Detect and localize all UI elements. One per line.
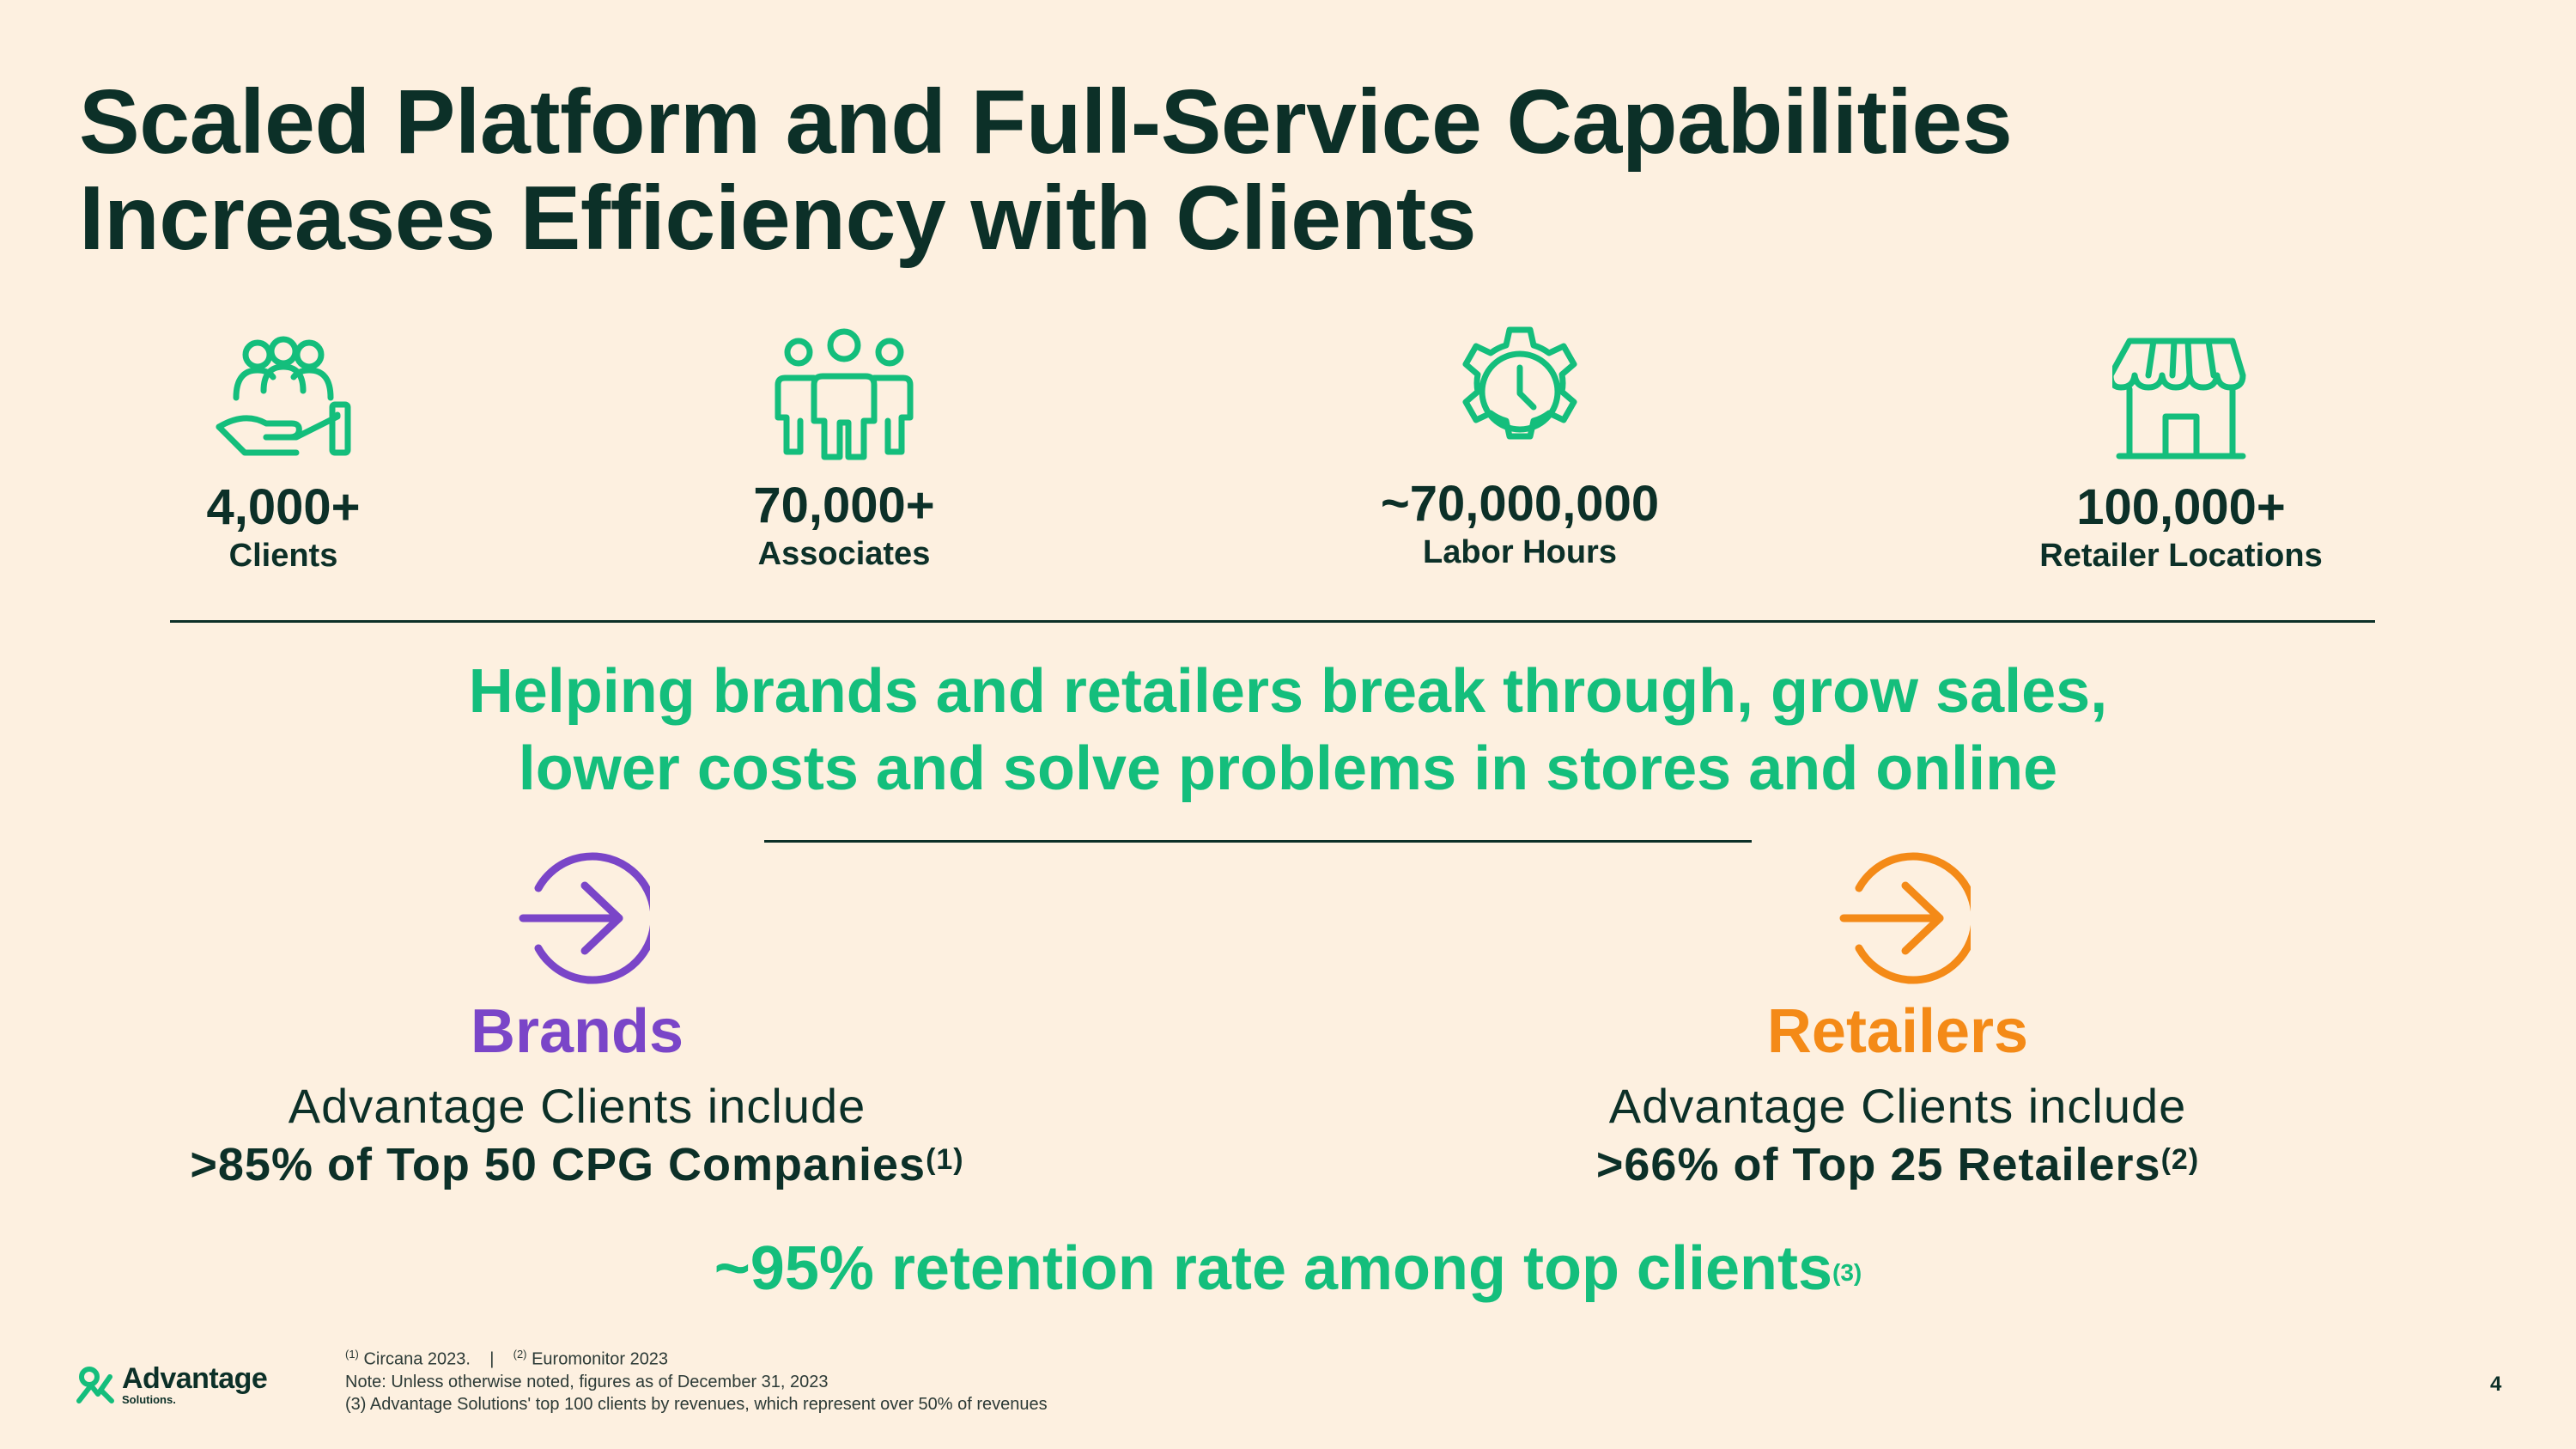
gear-clock-icon [1462, 326, 1577, 440]
retention-statement: ~95% retention rate among top clients(3) [714, 1234, 1862, 1303]
stat-retailer-locations: 100,000+ Retailer Locations [1923, 331, 2439, 575]
slide-title: Scaled Platform and Full-Service Capabil… [79, 74, 2312, 266]
retailers-column: Retailers Advantage Clients include >66%… [1382, 842, 2413, 1194]
footnote-ref: (1) [926, 1143, 964, 1176]
footnote-sources: (1) Circana 2023. | (2) Euromonitor 2023 [345, 1348, 669, 1369]
stat-label: Retailer Locations [2039, 538, 2323, 574]
page-number: 4 [2490, 1373, 2502, 1396]
arrow-circle-right-icon [519, 852, 650, 984]
arrow-circle-right-icon [1839, 852, 1971, 984]
footnote-3: (3) Advantage Solutions' top 100 clients… [345, 1394, 1048, 1414]
hand-holding-people-icon [216, 336, 351, 456]
footnote-note: Note: Unless otherwise noted, figures as… [345, 1372, 829, 1391]
slide-title-line1: Scaled Platform and Full-Service Capabil… [79, 71, 2013, 173]
storefront-icon [2112, 338, 2246, 460]
footnote-ref: (2) [2160, 1143, 2200, 1176]
stat-associates: 70,000+ Associates [586, 326, 1102, 574]
footnotes: (1) Circana 2023. | (2) Euromonitor 2023… [345, 1343, 1048, 1416]
stat-value: 100,000+ [2076, 479, 2286, 535]
slide-title-line2: Increases Efficiency with Clients [79, 167, 1477, 269]
brands-line2: >85% of Top 50 CPG Companies(1) [190, 1139, 964, 1190]
company-logo: Advantage Solutions. [76, 1362, 268, 1406]
logo-name: Advantage [122, 1362, 268, 1395]
stat-label: Associates [757, 536, 931, 572]
brands-column: Brands Advantage Clients include >85% of… [62, 842, 1092, 1194]
people-group-icon [775, 328, 914, 460]
tagline-line1: Helping brands and retailers break throu… [468, 657, 2108, 726]
logo-subtitle: Solutions. [122, 1393, 176, 1406]
brands-line1: Advantage Clients include [288, 1079, 866, 1133]
retailers-line1: Advantage Clients include [1608, 1079, 2187, 1133]
retailers-heading: Retailers [1766, 997, 2029, 1066]
stats-divider [170, 620, 2375, 623]
stat-label: Labor Hours [1423, 534, 1617, 570]
stat-value: 70,000+ [753, 478, 935, 533]
stat-labor-hours: ~70,000,000 Labor Hours [1262, 318, 1777, 572]
advantage-logo-icon [76, 1367, 114, 1403]
stat-label: Clients [228, 538, 338, 574]
stat-clients: 4,000+ Clients [26, 331, 541, 575]
footnote-ref: (3) [1832, 1258, 1862, 1286]
stat-value: 4,000+ [206, 479, 361, 535]
stat-value: ~70,000,000 [1380, 476, 1660, 532]
tagline-divider [764, 840, 1752, 843]
retailers-line2: >66% of Top 25 Retailers(2) [1595, 1139, 2200, 1190]
tagline-line2: lower costs and solve problems in stores… [518, 734, 2058, 803]
tagline: Helping brands and retailers break throu… [258, 653, 2318, 807]
brands-heading: Brands [470, 997, 684, 1066]
